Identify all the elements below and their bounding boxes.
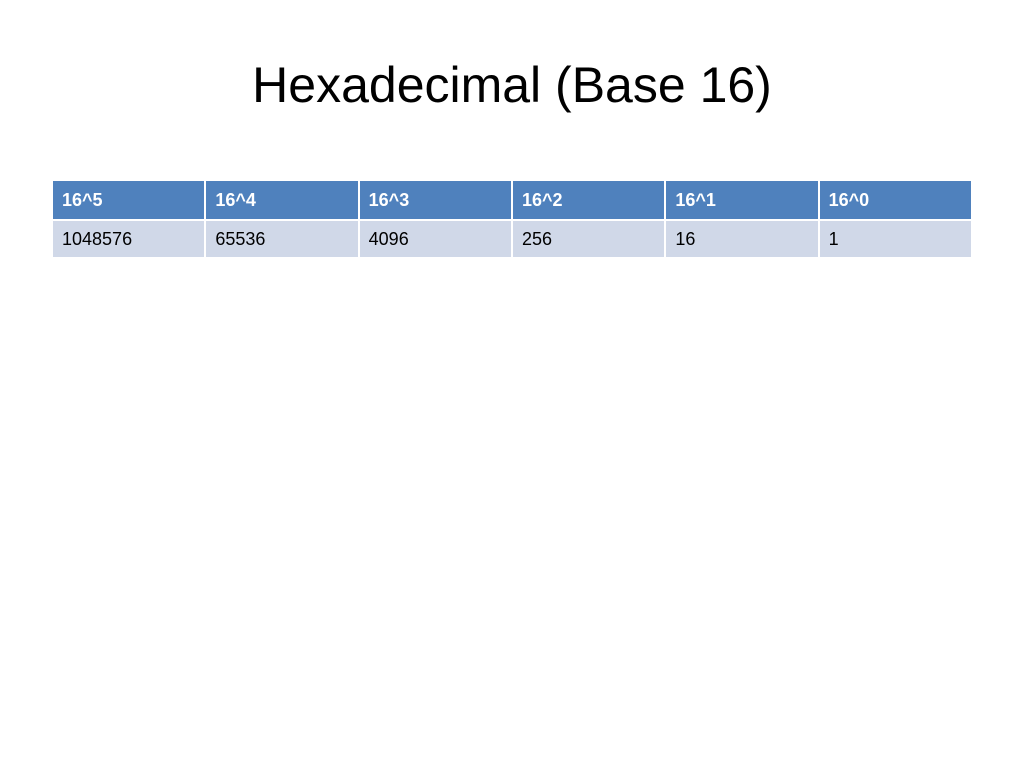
table-row: 1048576 65536 4096 256 16 1 — [50, 219, 974, 259]
header-row: 16^5 16^4 16^3 16^2 16^1 16^0 — [50, 179, 974, 221]
header-cell: 16^0 — [817, 179, 974, 221]
table-cell: 1 — [817, 219, 974, 259]
header-cell: 16^2 — [510, 179, 667, 221]
header-cell: 16^4 — [204, 179, 360, 221]
table-cell: 1048576 — [50, 219, 207, 259]
header-cell: 16^3 — [357, 179, 513, 221]
header-cell: 16^1 — [664, 179, 820, 221]
header-cell: 16^5 — [50, 179, 207, 221]
slide-title: Hexadecimal (Base 16) — [252, 57, 772, 113]
table-body: 1048576 65536 4096 256 16 1 — [50, 219, 974, 259]
table-head: 16^5 16^4 16^3 16^2 16^1 16^0 — [50, 179, 974, 221]
table-cell: 4096 — [357, 219, 513, 259]
table-cell: 16 — [664, 219, 820, 259]
table-cell: 256 — [510, 219, 667, 259]
table: 16^5 16^4 16^3 16^2 16^1 16^0 1048576 65536 409… — [50, 179, 974, 259]
table-cell: 65536 — [204, 219, 360, 259]
